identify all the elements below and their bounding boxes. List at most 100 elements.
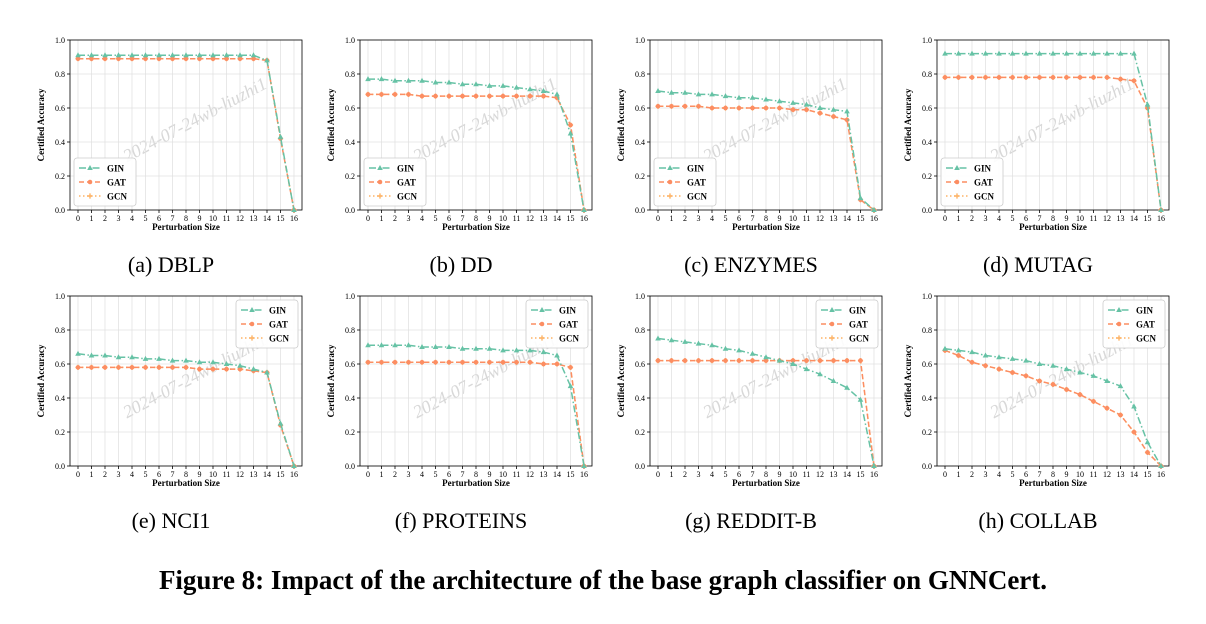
x-axis-label: Perturbation Size [442, 222, 510, 232]
data-point-gat [419, 360, 425, 365]
data-point-gat [568, 122, 573, 128]
y-axis-label: Certified Accuracy [616, 88, 626, 161]
data-point-gin [969, 349, 975, 355]
x-tick-label: 8 [764, 214, 768, 223]
data-point-gin [196, 359, 203, 365]
x-tick-label: 12 [526, 470, 534, 479]
subplot-caption: (d) MUTAG [983, 252, 1093, 277]
subplot-caption: (b) DD [430, 252, 493, 277]
y-tick-label: 0.4 [635, 394, 645, 403]
y-tick-label: 0.8 [635, 326, 645, 335]
legend-label-gin: GIN [849, 306, 867, 316]
data-point-gin [291, 463, 297, 468]
legend-marker-gat [249, 321, 255, 327]
legend-marker-gat [954, 179, 960, 185]
data-point-gat [156, 365, 162, 370]
data-point-gin [844, 384, 850, 390]
data-point-gat [736, 358, 742, 363]
data-point-gat [1010, 370, 1015, 375]
legend-marker-gcn [829, 335, 835, 341]
y-tick-label: 0.0 [55, 206, 65, 215]
data-point-gin [996, 354, 1002, 360]
legend-marker-gcn [377, 193, 383, 199]
data-point-gat [379, 360, 384, 365]
data-point-gin [695, 340, 702, 346]
data-point-gat [1104, 75, 1110, 80]
y-tick-label: 0.6 [922, 360, 932, 369]
data-point-gin [169, 357, 176, 363]
data-point-gin [392, 77, 398, 83]
data-point-gat [433, 93, 438, 99]
data-point-gat [419, 93, 425, 99]
data-point-gin [237, 52, 243, 58]
data-point-gin [1036, 50, 1043, 56]
data-point-gin [277, 420, 284, 426]
data-point-gin [486, 82, 493, 88]
x-tick-label: 13 [540, 214, 548, 223]
y-tick-label: 0.6 [635, 360, 645, 369]
y-tick-label: 0.0 [922, 206, 932, 215]
y-tick-label: 0.2 [345, 428, 355, 437]
y-tick-label: 1.0 [55, 36, 65, 45]
x-axis-label: Perturbation Size [1019, 222, 1087, 232]
y-tick-label: 0.8 [922, 326, 932, 335]
legend-label-gat: GAT [974, 178, 993, 188]
data-point-gin [210, 52, 216, 58]
legend-label-gcn: GCN [269, 334, 290, 344]
legend-label-gat: GAT [559, 320, 578, 330]
data-point-gin [722, 345, 729, 351]
x-tick-label: 11 [223, 470, 231, 479]
data-point-gat [460, 360, 465, 365]
data-point-gat [224, 366, 229, 372]
y-tick-label: 1.0 [635, 36, 645, 45]
data-point-gat [1010, 75, 1015, 80]
data-point-gin [1023, 50, 1029, 56]
x-axis-label: Perturbation Size [1019, 478, 1087, 488]
x-tick-label: 2 [683, 470, 687, 479]
legend-label-gcn: GCN [849, 334, 870, 344]
legend-marker-gcn [954, 193, 960, 199]
x-tick-label: 0 [943, 214, 947, 223]
data-point-gin [1104, 378, 1110, 383]
watermark: 2024-07-24wb-liuzhi1 [699, 73, 850, 166]
x-tick-label: 7 [461, 214, 465, 223]
x-tick-label: 9 [488, 470, 492, 479]
x-tick-label: 14 [263, 470, 271, 479]
x-tick-label: 6 [737, 214, 741, 223]
data-point-gat [1091, 75, 1096, 80]
data-point-gin [446, 79, 452, 85]
data-point-gin [196, 52, 203, 58]
data-point-gat [473, 360, 479, 365]
x-tick-label: 3 [117, 470, 121, 479]
data-point-gat [116, 365, 121, 370]
x-tick-label: 15 [857, 214, 865, 223]
subplot-caption: (g) REDDIT-B [685, 508, 817, 533]
x-tick-label: 8 [764, 470, 768, 479]
data-point-gin [554, 352, 560, 358]
data-point-gat [446, 360, 452, 365]
x-tick-label: 11 [1090, 470, 1098, 479]
x-tick-label: 3 [117, 214, 121, 223]
x-tick-label: 3 [407, 470, 411, 479]
x-tick-label: 4 [710, 470, 714, 479]
data-point-gat [1091, 399, 1096, 404]
data-point-gat [1118, 412, 1123, 418]
data-point-gat [487, 93, 492, 99]
data-point-gin [982, 352, 989, 358]
data-point-gin [736, 94, 742, 100]
data-point-gat [554, 361, 560, 367]
x-tick-label: 1 [957, 214, 961, 223]
data-point-gin [1158, 207, 1164, 212]
data-point-gin [803, 366, 810, 372]
legend-label-gat: GAT [1136, 320, 1155, 330]
y-tick-label: 0.8 [55, 70, 65, 79]
data-point-gin [942, 50, 948, 56]
data-point-gat [156, 56, 162, 61]
data-point-gin [378, 76, 385, 82]
data-point-gin [432, 344, 439, 349]
subplot-caption: (f) PROTEINS [395, 508, 528, 533]
x-tick-label: 6 [157, 470, 161, 479]
